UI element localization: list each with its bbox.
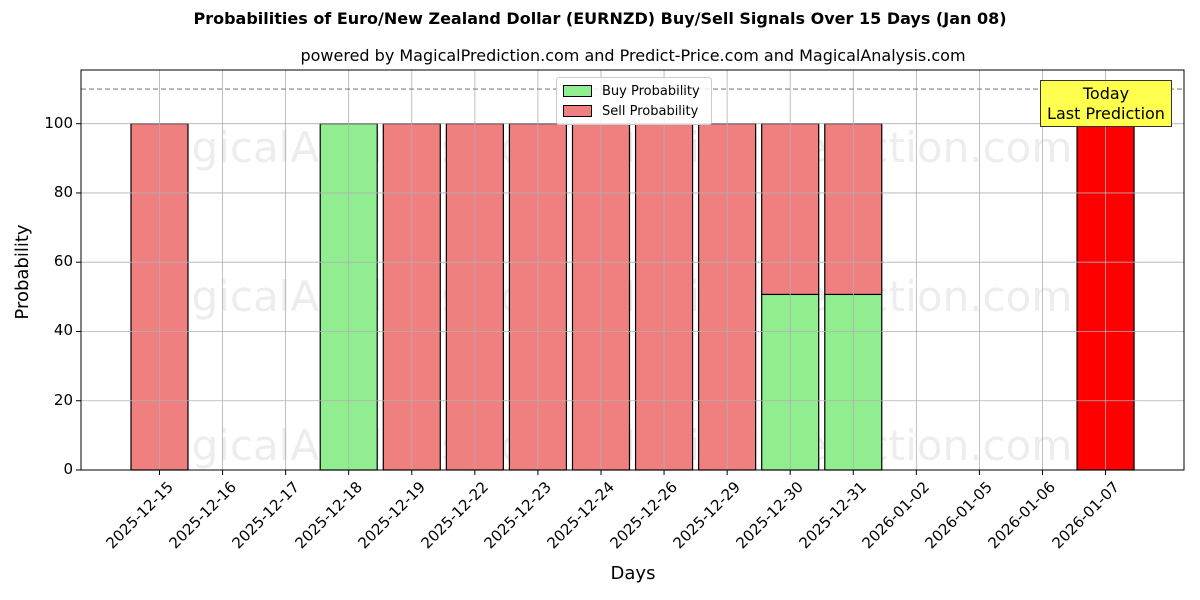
x-axis-label: Days [610, 563, 656, 584]
chart-subtitle: powered by MagicalPrediction.com and Pre… [300, 46, 966, 65]
y-tick-label: 60 [53, 252, 73, 271]
sell-swatch [563, 105, 592, 117]
y-tick-label: 20 [53, 390, 73, 409]
y-axis-label: Probability [12, 224, 33, 320]
chart-title: Probabilities of Euro/New Zealand Dollar… [193, 9, 1007, 28]
y-tick-label: 100 [44, 113, 73, 132]
legend-item-sell: Sell Probability [563, 103, 698, 119]
axes-frame [80, 69, 1185, 471]
legend-item-buy: Buy Probability [563, 83, 700, 99]
buy-swatch [563, 85, 592, 97]
y-tick-label: 0 [63, 460, 73, 478]
legend: Buy Probability Sell Probability [556, 77, 712, 125]
y-tick-label: 80 [53, 182, 73, 201]
y-tick-label: 40 [53, 321, 73, 340]
today-annotation: Today Last Prediction [1040, 80, 1172, 127]
